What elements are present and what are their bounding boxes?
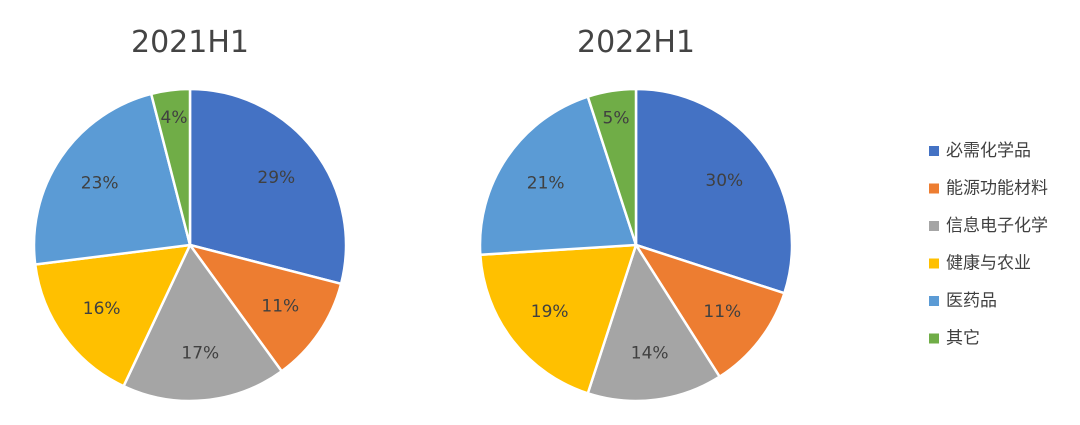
legend-swatch-1	[929, 183, 939, 194]
legend-item-0: 必需化学品	[929, 141, 1031, 161]
pie-label-2022h1-0: 30%	[705, 171, 743, 191]
pie-chart-2022h1: 2022H1 30% 11% 14% 19% 21% 5%	[478, 25, 794, 403]
legend-label-3: 健康与农业	[946, 254, 1031, 274]
pie-slice-2021h1-4	[32, 92, 192, 266]
legend-item-4: 医药品	[929, 291, 997, 311]
pie-slice-2021h1-1	[188, 243, 343, 373]
pie-label-2022h1-1: 11%	[703, 302, 741, 322]
pie-slice-2021h1-0	[188, 87, 348, 286]
legend-label-0: 必需化学品	[946, 141, 1031, 161]
pie-slice-2022h1-5	[586, 87, 638, 247]
pie-slice-2021h1-3	[33, 243, 192, 388]
legend-swatch-0	[929, 146, 939, 156]
pie-label-2022h1-4: 21%	[527, 174, 565, 194]
pie-chart-2021h1: 2021H1 29% 11% 17% 16% 23% 4%	[32, 25, 348, 403]
pie-slice-2021h1-2	[122, 243, 283, 403]
legend-label-4: 医药品	[946, 291, 997, 311]
pie-label-2022h1-5: 5%	[603, 109, 630, 129]
pie-slice-2022h1-3	[479, 243, 638, 395]
pie-label-2021h1-5: 4%	[161, 108, 188, 128]
legend-label-2: 信息电子化学	[946, 216, 1048, 236]
legend-item-3: 健康与农业	[929, 254, 1031, 274]
legend-item-1: 能源功能材料	[929, 179, 1048, 199]
legend-swatch-3	[929, 258, 939, 269]
legend-label-5: 其它	[946, 329, 980, 349]
legend-swatch-2	[929, 221, 939, 231]
legend-item-2: 信息电子化学	[929, 216, 1048, 236]
pie-label-2021h1-2: 17%	[181, 344, 219, 364]
legend-item-5: 其它	[929, 329, 980, 349]
legend-swatch-5	[929, 333, 939, 344]
pie-label-2021h1-0: 29%	[257, 168, 295, 188]
legend-label-1: 能源功能材料	[946, 179, 1048, 199]
pie-label-2022h1-3: 19%	[531, 302, 569, 322]
pie-label-2022h1-2: 14%	[631, 343, 669, 363]
pie-label-2021h1-1: 11%	[261, 296, 299, 316]
chart-title-2022h1: 2022H1	[577, 25, 695, 60]
pie-slice-2022h1-2	[586, 243, 721, 403]
pie-label-2021h1-3: 16%	[83, 299, 121, 319]
pie-slice-2022h1-4	[478, 95, 638, 257]
pie-slice-2022h1-0	[634, 87, 794, 295]
chart-title-2021h1: 2021H1	[131, 25, 249, 60]
pie-slice-2021h1-5	[149, 87, 192, 247]
legend-swatch-4	[929, 296, 939, 306]
pie-label-2021h1-4: 23%	[81, 174, 119, 194]
pie-slice-2022h1-1	[634, 243, 786, 378]
